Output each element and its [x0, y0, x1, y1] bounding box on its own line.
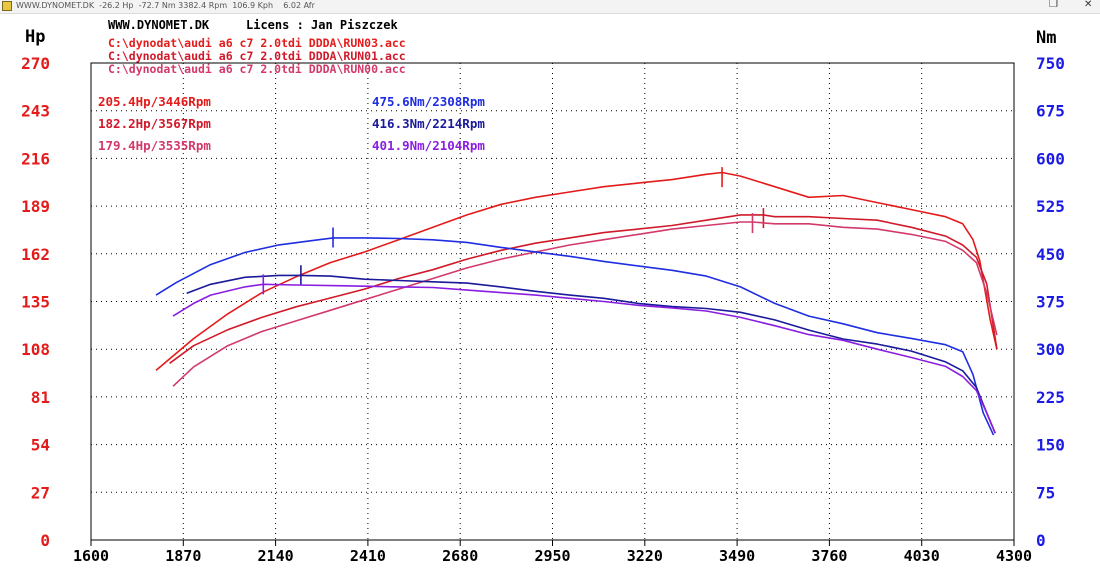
hp-peak-label: 179.4Hp/3535Rpm — [98, 138, 211, 153]
window-title: WWW.DYNOMET.DK -26.2 Hp -72.7 Nm 3382.4 … — [16, 1, 315, 10]
y-left-tick-label: 108 — [21, 340, 50, 359]
hp-peak-label: 205.4Hp/3446Rpm — [98, 94, 211, 109]
run-file-label: C:\dynodat\audi a6 c7 2.0tdi DDDA\RUN03.… — [108, 36, 406, 50]
y-right-tick-label: 450 — [1036, 245, 1065, 264]
y-right-tick-label: 0 — [1036, 531, 1046, 550]
hp-curve — [155, 171, 998, 372]
right-axis-title: Nm — [1036, 28, 1056, 48]
peak-labels: 205.4Hp/3446Rpm 182.2Hp/3567Rpm 179.4Hp/35… — [98, 94, 485, 153]
y-left-tick-label: 270 — [21, 54, 50, 73]
x-tick-label: 3220 — [627, 547, 663, 565]
y-left-tick-label: 243 — [21, 102, 50, 121]
y-left-tick-label: 27 — [31, 483, 50, 502]
y-left-tick-label: 0 — [40, 531, 50, 550]
y-right-tick-label: 750 — [1036, 54, 1065, 73]
nm-curve — [172, 283, 996, 434]
y-right-tick-label: 600 — [1036, 149, 1065, 168]
y-left-tick-label: 216 — [21, 149, 50, 168]
site-label: WWW.DYNOMET.DK — [108, 18, 210, 32]
y-left-tick-label: 54 — [31, 436, 50, 455]
restore-button[interactable]: ❐ — [1049, 0, 1058, 10]
y-right-tick-label: 225 — [1036, 388, 1065, 407]
y-right-tick-label: 300 — [1036, 340, 1065, 359]
y-right-tick-label: 150 — [1036, 436, 1065, 455]
x-tick-label: 1600 — [73, 547, 109, 565]
left-axis-title: Hp — [25, 27, 45, 47]
nm-curve — [155, 237, 995, 436]
app-icon — [2, 1, 12, 11]
y-right-tick-label: 375 — [1036, 293, 1065, 312]
run-file-label: C:\dynodat\audi a6 c7 2.0tdi DDDA\RUN00.… — [108, 62, 406, 76]
close-button[interactable]: ✕ — [1084, 0, 1093, 10]
x-tick-label: 3760 — [811, 547, 847, 565]
y-left-tick-label: 189 — [21, 197, 50, 216]
hp-curve — [169, 214, 998, 364]
nm-peak-label: 416.3Nm/2214Rpm — [372, 116, 485, 131]
x-tick-label: 2680 — [442, 547, 478, 565]
y-left-tick-label: 81 — [31, 388, 50, 407]
x-tick-label: 2410 — [350, 547, 386, 565]
nm-peak-label: 475.6Nm/2308Rpm — [372, 94, 485, 109]
y-right-tick-label: 675 — [1036, 102, 1065, 121]
x-tick-label: 2140 — [258, 547, 294, 565]
y-right-tick-label: 75 — [1036, 483, 1055, 502]
window-titlebar: WWW.DYNOMET.DK -26.2 Hp -72.7 Nm 3382.4 … — [0, 0, 1100, 14]
file-list: C:\dynodat\audi a6 c7 2.0tdi DDDA\RUN03.… — [108, 36, 406, 76]
x-tick-label: 4300 — [996, 547, 1032, 565]
chart-header: WWW.DYNOMET.DK Licens : Jan Piszczek — [108, 18, 398, 32]
x-tick-label: 3490 — [719, 547, 755, 565]
series-lines — [155, 167, 998, 436]
run-file-label: C:\dynodat\audi a6 c7 2.0tdi DDDA\RUN01.… — [108, 49, 406, 63]
y-left-tick-label: 162 — [21, 245, 50, 264]
hp-curve — [172, 221, 998, 387]
axes: Hp Nm 1600 1870 2140 2410 2680 2950 3220 3490 37… — [21, 27, 1065, 565]
x-tick-label: 4030 — [904, 547, 940, 565]
y-left-tick-label: 135 — [21, 293, 50, 312]
x-tick-label: 2950 — [534, 547, 570, 565]
hp-peak-label: 182.2Hp/3567Rpm — [98, 116, 211, 131]
nm-curve — [186, 274, 996, 434]
license-label: Licens : Jan Piszczek — [246, 18, 398, 32]
nm-peak-label: 401.9Nm/2104Rpm — [372, 138, 485, 153]
grid — [90, 62, 1015, 541]
x-tick-label: 1870 — [165, 547, 201, 565]
y-right-tick-label: 525 — [1036, 197, 1065, 216]
